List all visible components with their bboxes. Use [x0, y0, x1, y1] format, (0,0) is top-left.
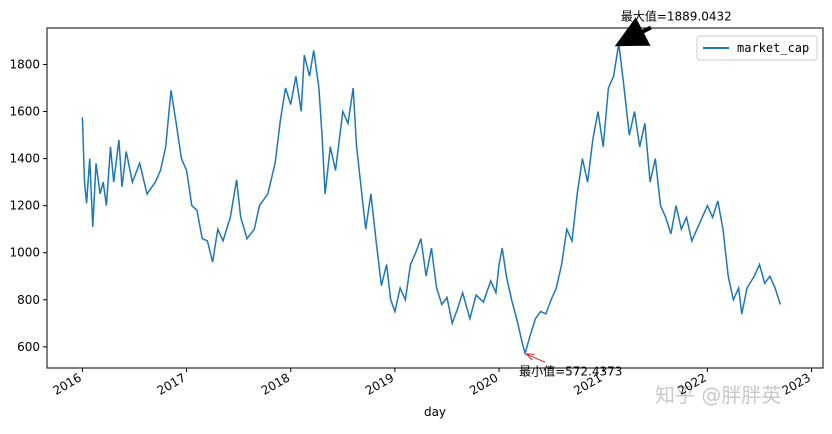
- y-tick-label: 1200: [9, 199, 40, 213]
- x-tick-label: 2023: [780, 370, 813, 397]
- annotation-arrow: [527, 354, 546, 363]
- y-tick-label: 800: [17, 293, 40, 307]
- y-tick-label: 1000: [9, 246, 40, 260]
- y-tick-label: 1600: [9, 105, 40, 119]
- x-tick-label: 2019: [363, 370, 396, 397]
- legend-label: market_cap: [737, 41, 809, 55]
- data-line: [81, 43, 782, 357]
- annotation-arrow: [614, 17, 652, 47]
- x-tick-label: 2017: [155, 370, 188, 397]
- watermark: 知乎 @胖胖英: [655, 383, 781, 407]
- legend-box: [696, 35, 818, 61]
- annotation: 最大值=1889.0432: [621, 9, 732, 24]
- x-tick-label: 2018: [259, 370, 292, 397]
- y-tick-label: 1400: [9, 152, 40, 166]
- x-tick-label: 2020: [467, 370, 500, 397]
- y-tick-label: 600: [17, 340, 40, 354]
- x-axis-label: day: [424, 405, 446, 419]
- y-tick-label: 1800: [9, 57, 40, 71]
- plot-frame: [46, 27, 824, 369]
- annotation: 最小值=572.4373: [519, 363, 622, 378]
- x-tick-label: 2016: [50, 370, 83, 397]
